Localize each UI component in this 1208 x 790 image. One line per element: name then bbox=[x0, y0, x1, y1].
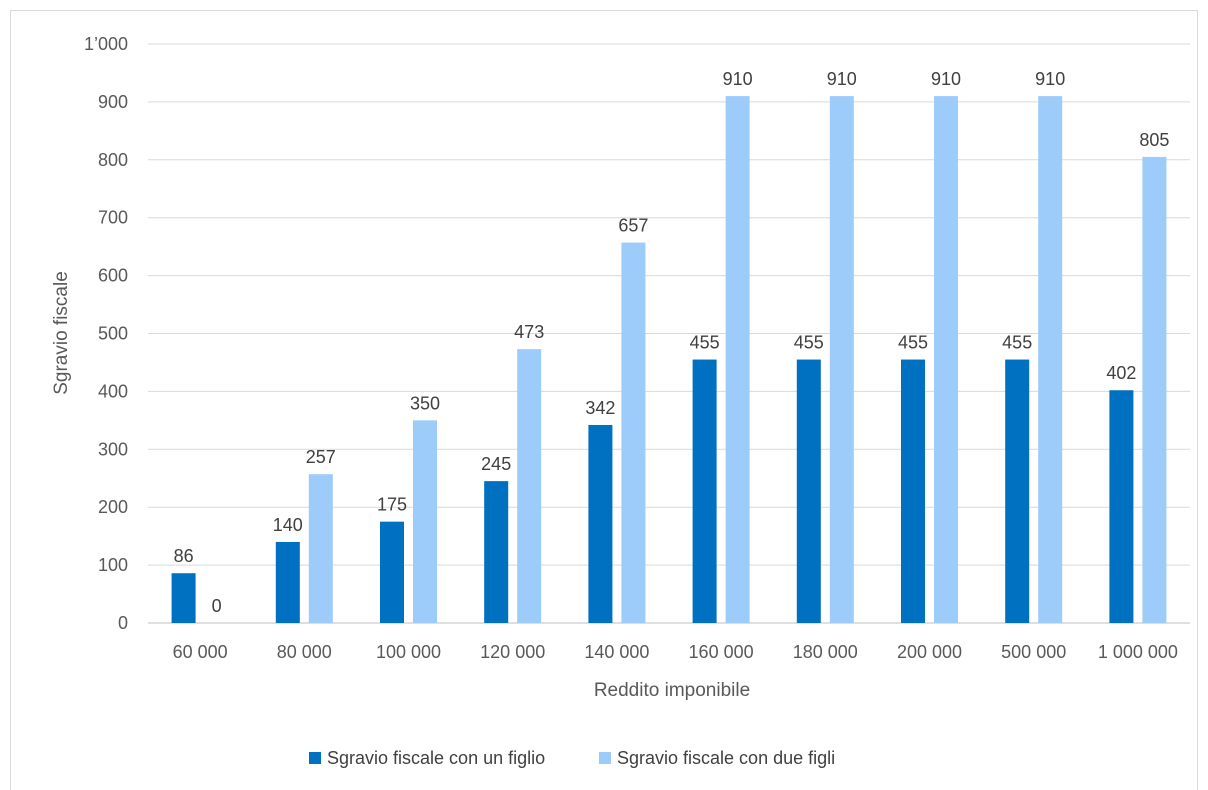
legend-label: Sgravio fiscale con due figli bbox=[617, 748, 835, 768]
x-tick-label: 80 000 bbox=[277, 642, 332, 662]
y-axis-title: Sgravio fiscale bbox=[51, 271, 72, 395]
bar-one-child-3 bbox=[484, 481, 509, 623]
bars bbox=[171, 96, 1167, 624]
data-label: 175 bbox=[377, 495, 407, 515]
bar-two-children-1 bbox=[308, 474, 333, 623]
y-tick-label: 100 bbox=[98, 555, 128, 575]
bar-two-children-2 bbox=[413, 420, 437, 623]
y-axis-ticks: 0 100 200 300 400 500 600 700 800 900 1’000 bbox=[84, 34, 128, 633]
x-tick-label: 180 000 bbox=[793, 642, 858, 662]
bar-one-child-8 bbox=[1005, 359, 1030, 623]
y-tick-label: 700 bbox=[98, 208, 128, 228]
bar-two-children-6 bbox=[829, 96, 854, 624]
chart-frame bbox=[10, 10, 1198, 790]
data-label: 455 bbox=[794, 333, 824, 353]
data-label: 910 bbox=[827, 69, 857, 89]
bar-one-child-4 bbox=[588, 424, 613, 623]
data-label: 245 bbox=[481, 454, 511, 474]
bar-one-child-2 bbox=[380, 521, 404, 623]
data-label: 455 bbox=[690, 333, 720, 353]
legend-label: Sgravio fiscale con un figlio bbox=[327, 748, 545, 768]
x-tick-label: 60 000 bbox=[173, 642, 228, 662]
data-label: 402 bbox=[1106, 363, 1136, 383]
y-tick-label: 500 bbox=[98, 324, 128, 344]
x-tick-label: 160 000 bbox=[689, 642, 754, 662]
legend: Sgravio fiscale con un figlio Sgravio fis… bbox=[309, 748, 835, 768]
data-label: 910 bbox=[723, 69, 753, 89]
data-label: 473 bbox=[514, 322, 544, 342]
bar-two-children-5 bbox=[725, 96, 750, 624]
data-label: 86 bbox=[174, 546, 194, 566]
x-axis-title: Reddito imponibile bbox=[594, 680, 750, 701]
y-tick-label: 1’000 bbox=[84, 34, 128, 54]
gridlines bbox=[148, 43, 1190, 624]
y-tick-label: 900 bbox=[98, 92, 128, 112]
bar-one-child-6 bbox=[796, 359, 821, 623]
bar-two-children-4 bbox=[621, 242, 646, 624]
bar-one-child-0 bbox=[171, 573, 196, 623]
data-label: 910 bbox=[1035, 69, 1065, 89]
bar-one-child-9 bbox=[1109, 390, 1134, 623]
bar-two-children-8 bbox=[1038, 96, 1063, 624]
x-tick-label: 200 000 bbox=[897, 642, 962, 662]
x-axis-ticks: 60 000 80 000 100 000 120 000 140 000 160 000… bbox=[173, 642, 1178, 662]
x-tick-label: 140 000 bbox=[584, 642, 649, 662]
y-tick-label: 200 bbox=[98, 497, 128, 517]
data-label: 455 bbox=[898, 333, 928, 353]
data-label: 0 bbox=[212, 596, 222, 616]
data-label: 350 bbox=[410, 393, 440, 413]
data-label: 455 bbox=[1002, 333, 1032, 353]
data-label: 805 bbox=[1139, 130, 1169, 150]
y-tick-label: 300 bbox=[98, 439, 128, 459]
x-tick-label: 500 000 bbox=[1001, 642, 1066, 662]
bar-one-child-7 bbox=[901, 359, 925, 623]
bar-one-child-1 bbox=[275, 541, 300, 623]
y-tick-label: 400 bbox=[98, 381, 128, 401]
data-label: 342 bbox=[585, 398, 615, 418]
bar-two-children-9 bbox=[1142, 156, 1167, 623]
legend-swatch bbox=[599, 752, 611, 764]
y-tick-label: 0 bbox=[118, 613, 128, 633]
legend-swatch bbox=[309, 752, 321, 764]
data-label: 140 bbox=[273, 515, 303, 535]
y-tick-label: 600 bbox=[98, 266, 128, 286]
data-label: 910 bbox=[931, 69, 961, 89]
x-tick-label: 120 000 bbox=[480, 642, 545, 662]
data-label: 257 bbox=[306, 447, 336, 467]
x-tick-label: 1 000 000 bbox=[1098, 642, 1178, 662]
bar-one-child-5 bbox=[692, 359, 717, 623]
data-labels: 86 0 140 257 175 350 245 473 342 657 455 910 455 910 4… bbox=[174, 69, 1170, 616]
bar-two-children-3 bbox=[517, 349, 542, 623]
x-tick-label: 100 000 bbox=[376, 642, 441, 662]
bar-two-children-7 bbox=[934, 96, 958, 624]
y-tick-label: 800 bbox=[98, 150, 128, 170]
data-label: 657 bbox=[618, 216, 648, 236]
